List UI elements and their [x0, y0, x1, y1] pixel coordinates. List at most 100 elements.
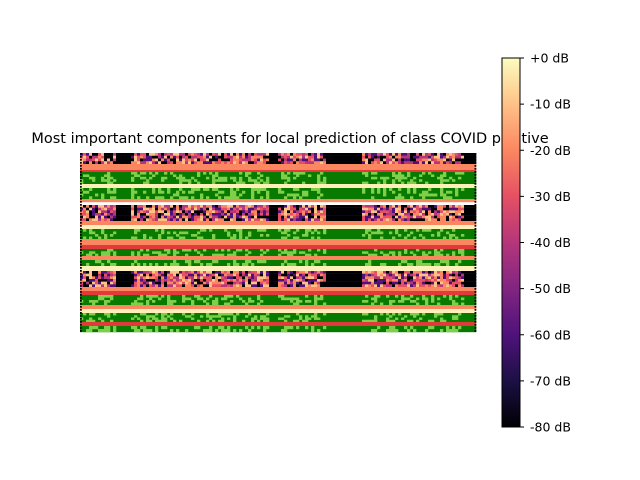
- heatmap-cell: [422, 284, 426, 288]
- heatmap-cell: [206, 273, 210, 277]
- heatmap-cell: [320, 205, 324, 208]
- heatmap-cell: [401, 196, 405, 200]
- heatmap-cell: [83, 276, 87, 280]
- heatmap-cell: [308, 229, 312, 232]
- heatmap-cell: [413, 271, 417, 274]
- heatmap-cell: [281, 251, 285, 254]
- heatmap-cell: [233, 179, 237, 182]
- heatmap-edge-dot: [474, 318, 477, 320]
- heatmap-cell: [434, 207, 438, 211]
- heatmap-cell: [404, 273, 408, 277]
- heatmap-cell: [149, 172, 153, 175]
- heatmap-cell: [323, 271, 327, 274]
- heatmap-cell: [155, 281, 159, 285]
- heatmap-cell: [356, 284, 360, 288]
- heatmap-cell: [197, 153, 201, 156]
- heatmap-cell: [230, 295, 234, 298]
- heatmap-cell: [404, 213, 408, 216]
- heatmap-cell: [92, 176, 96, 180]
- heatmap-cell: [239, 176, 243, 180]
- heatmap-band: [80, 309, 477, 314]
- heatmap-cell: [134, 174, 138, 177]
- heatmap-cell: [185, 279, 189, 282]
- heatmap-cell: [335, 153, 339, 156]
- heatmap-cell: [110, 297, 114, 301]
- heatmap-cell: [209, 295, 213, 298]
- heatmap-cell: [395, 218, 399, 222]
- heatmap-cell: [146, 317, 150, 320]
- heatmap-cell: [248, 273, 252, 277]
- heatmap-cell: [311, 158, 315, 162]
- heatmap-cell: [176, 234, 180, 237]
- heatmap-cell: [305, 190, 309, 194]
- heatmap-band: [80, 172, 477, 185]
- heatmap-cell: [383, 271, 387, 274]
- heatmap-cell: [425, 297, 429, 301]
- heatmap-cell: [437, 207, 441, 211]
- heatmap-cell: [128, 207, 132, 211]
- heatmap-cell: [137, 229, 141, 232]
- heatmap-cell: [416, 279, 420, 282]
- heatmap-cell: [263, 158, 267, 162]
- heatmap-cell: [389, 319, 393, 323]
- heatmap-cell: [350, 273, 354, 277]
- heatmap-cell: [323, 179, 327, 182]
- heatmap-cell: [185, 281, 189, 285]
- heatmap-edge-dot: [80, 285, 82, 287]
- heatmap-cell: [449, 158, 453, 162]
- heatmap-cell: [248, 329, 252, 333]
- heatmap-cell: [296, 279, 300, 282]
- heatmap-cell: [131, 161, 135, 165]
- heatmap-cell: [464, 218, 468, 222]
- heatmap-cell: [386, 213, 390, 216]
- heatmap-cell: [383, 188, 387, 191]
- heatmap-cell: [224, 276, 228, 280]
- heatmap-cell: [413, 284, 417, 288]
- heatmap-cell: [104, 215, 108, 219]
- heatmap-cell: [359, 281, 363, 285]
- heatmap-cell: [437, 263, 441, 267]
- heatmap-cell: [290, 326, 294, 330]
- heatmap-cell: [131, 276, 135, 280]
- heatmap-cell: [119, 205, 123, 208]
- heatmap-cell: [86, 207, 90, 211]
- heatmap-edge-dot: [474, 174, 477, 176]
- heatmap-cell: [212, 302, 216, 306]
- heatmap-cell: [299, 317, 303, 320]
- heatmap-cell: [131, 215, 135, 219]
- heatmap-cell: [299, 281, 303, 285]
- heatmap-cell: [107, 273, 111, 277]
- heatmap-cell: [110, 213, 114, 216]
- heatmap-cell: [422, 313, 426, 316]
- heatmap-cell: [158, 284, 162, 288]
- heatmap-cell: [293, 213, 297, 216]
- heatmap-cell: [317, 213, 321, 216]
- heatmap-cell: [251, 205, 255, 208]
- heatmap-cell: [227, 231, 231, 235]
- heatmap-cell: [428, 284, 432, 288]
- heatmap-cell: [377, 190, 381, 194]
- heatmap-cell: [236, 276, 240, 280]
- heatmap-cell: [173, 207, 177, 211]
- heatmap-cell: [167, 205, 171, 208]
- heatmap-cell: [461, 284, 465, 288]
- heatmap-cell: [155, 207, 159, 211]
- colorbar-tick-label: -70 dB: [530, 373, 571, 388]
- heatmap-cell: [131, 179, 135, 182]
- heatmap-cell: [299, 300, 303, 303]
- heatmap-cell: [278, 317, 282, 320]
- heatmap-cell: [422, 213, 426, 216]
- heatmap-cell: [89, 317, 93, 320]
- heatmap-cell: [458, 271, 462, 274]
- heatmap-cell: [455, 190, 459, 194]
- heatmap-cell: [368, 284, 372, 288]
- heatmap-cell: [449, 234, 453, 237]
- heatmap-cell: [377, 229, 381, 232]
- heatmap-cell: [302, 234, 306, 237]
- heatmap-cell: [329, 284, 333, 288]
- heatmap-cell: [92, 158, 96, 162]
- heatmap-cell: [173, 300, 177, 303]
- heatmap-cell: [434, 249, 438, 252]
- heatmap-cell: [389, 300, 393, 303]
- heatmap-cell: [98, 213, 102, 216]
